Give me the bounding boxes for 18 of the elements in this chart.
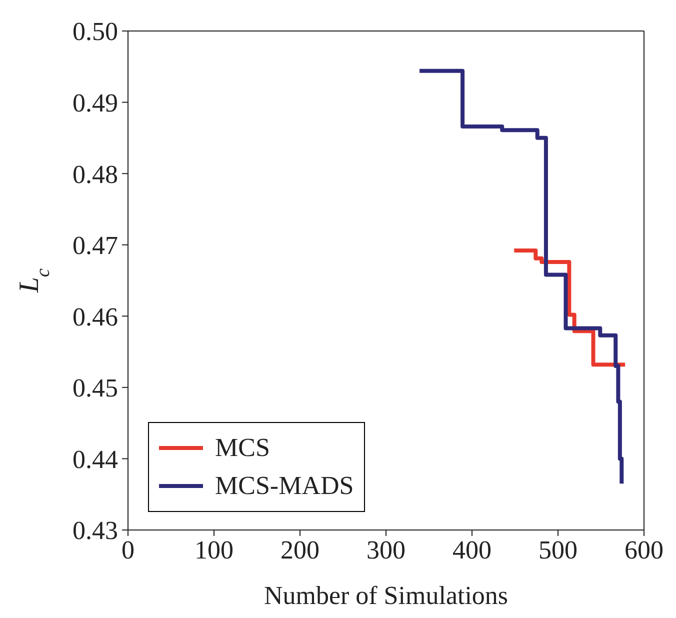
y-tick-label: 0.50: [72, 17, 118, 46]
y-tick-label: 0.49: [72, 88, 118, 118]
y-tick-label: 0.44: [72, 444, 118, 474]
legend-label: MCS-MADS: [215, 470, 354, 502]
y-tick-label: 0.45: [72, 374, 118, 403]
x-tick-label: 300: [366, 535, 406, 564]
y-tick-label: 0.46: [72, 302, 118, 332]
x-tick-label: 600: [624, 535, 664, 564]
x-tick-label: 400: [452, 535, 492, 564]
x-tick-label: 100: [194, 535, 234, 564]
x-tick-label: 0: [122, 535, 134, 564]
y-tick-label: 0.47: [72, 231, 118, 260]
x-tick-label: 500: [538, 535, 578, 564]
y-tick-label: 0.43: [72, 516, 118, 546]
x-tick-label: 200: [280, 535, 320, 564]
legend-label: MCS: [215, 432, 270, 464]
x-axis-title: Number of Simulations: [264, 581, 508, 610]
y-tick-label: 0.48: [72, 160, 118, 189]
